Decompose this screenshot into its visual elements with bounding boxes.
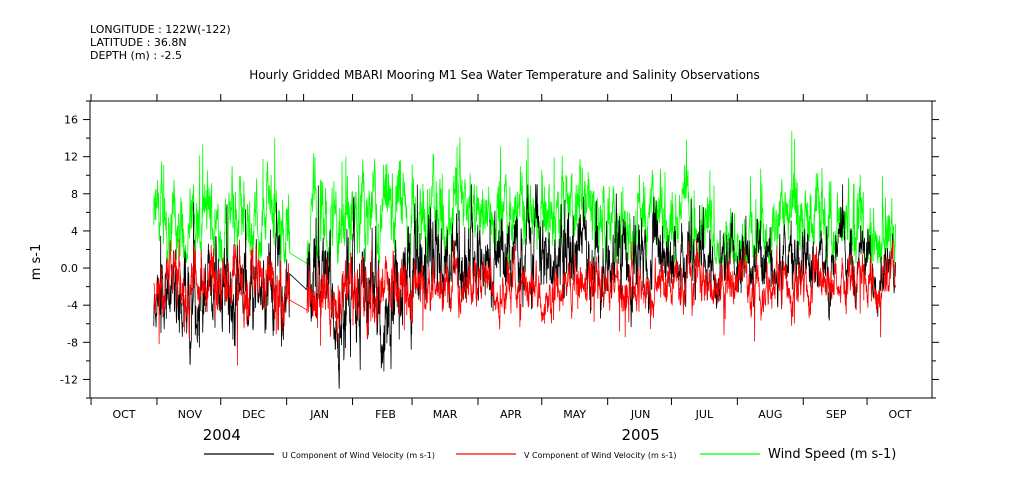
x-tick-label: OCT: [112, 408, 135, 421]
chart-title: Hourly Gridded MBARI Mooring M1 Sea Wate…: [249, 68, 760, 82]
x-tick-label: MAY: [563, 408, 586, 421]
x-tick-label: FEB: [375, 408, 396, 421]
legend-label-0: U Component of Wind Velocity (m s-1): [282, 451, 435, 460]
y-tick-label: 12: [64, 151, 78, 164]
axes-layer: -12 -8 -4 0.0 4 8 12 16 OCT NOV DEC JAN FEB MAR APR MAY…: [60, 94, 939, 444]
x-tick-label: MAR: [433, 408, 458, 421]
y-tick-label: -4: [67, 299, 78, 312]
x-tick-label: APR: [500, 408, 522, 421]
y-axis-label: m s-1: [29, 244, 44, 281]
x-tick-label: JUN: [630, 408, 651, 421]
longitude-label: LONGITUDE : 122W(-122): [90, 23, 231, 36]
series-line-2: [153, 130, 897, 265]
x-tick-label: NOV: [178, 408, 203, 421]
series-layer: [153, 130, 897, 389]
year-label: 2004: [203, 426, 241, 444]
x-tick-label: AUG: [758, 408, 782, 421]
x-tick-label: JUL: [695, 408, 714, 421]
latitude-label: LATITUDE : 36.8N: [90, 36, 187, 49]
y-tick-label: 8: [71, 188, 78, 201]
y-tick-label: -8: [67, 336, 78, 349]
depth-label: DEPTH (m) : -2.5: [90, 49, 183, 62]
legend: U Component of Wind Velocity (m s-1) V Co…: [204, 447, 896, 462]
x-tick-label: JAN: [309, 408, 329, 421]
y-tick-label: 16: [64, 114, 78, 127]
series-line-1: [153, 239, 897, 366]
y-tick-label: 4: [71, 225, 78, 238]
y-tick-label: -12: [60, 373, 78, 386]
x-tick-label: OCT: [888, 408, 911, 421]
year-label: 2005: [622, 426, 660, 444]
legend-label-1: V Component of Wind Velocity (m s-1): [524, 451, 677, 460]
legend-label-2: Wind Speed (m s-1): [768, 447, 896, 462]
y-tick-label: 0.0: [61, 262, 79, 275]
x-tick-label: SEP: [826, 408, 847, 421]
x-tick-label: DEC: [242, 408, 265, 421]
